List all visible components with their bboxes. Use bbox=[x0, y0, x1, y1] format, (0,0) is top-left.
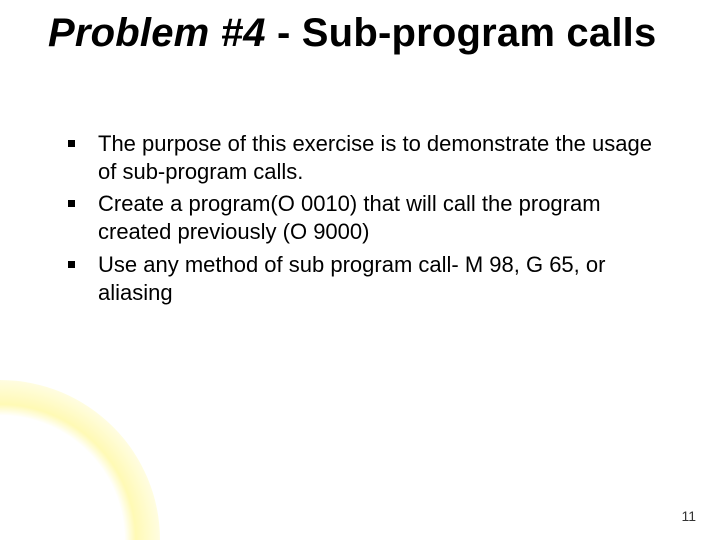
square-bullet-icon bbox=[68, 140, 75, 147]
list-item: Create a program(O 0010) that will call … bbox=[98, 190, 658, 246]
title-rest-part: - Sub-program calls bbox=[266, 11, 657, 55]
bullet-list: The purpose of this exercise is to demon… bbox=[98, 130, 658, 311]
bullet-text: Use any method of sub program call- M 98… bbox=[98, 252, 605, 305]
list-item: Use any method of sub program call- M 98… bbox=[98, 251, 658, 307]
square-bullet-icon bbox=[68, 261, 75, 268]
list-item: The purpose of this exercise is to demon… bbox=[98, 130, 658, 186]
bullet-text: Create a program(O 0010) that will call … bbox=[98, 191, 601, 244]
title-italic-part: Problem #4 bbox=[48, 11, 266, 55]
bullet-text: The purpose of this exercise is to demon… bbox=[98, 131, 652, 184]
decorative-arc bbox=[0, 380, 160, 540]
square-bullet-icon bbox=[68, 200, 75, 207]
slide-title: Problem #4 - Sub-program calls bbox=[48, 12, 688, 54]
page-number: 11 bbox=[681, 508, 696, 524]
slide: Problem #4 - Sub-program calls The purpo… bbox=[0, 0, 720, 540]
